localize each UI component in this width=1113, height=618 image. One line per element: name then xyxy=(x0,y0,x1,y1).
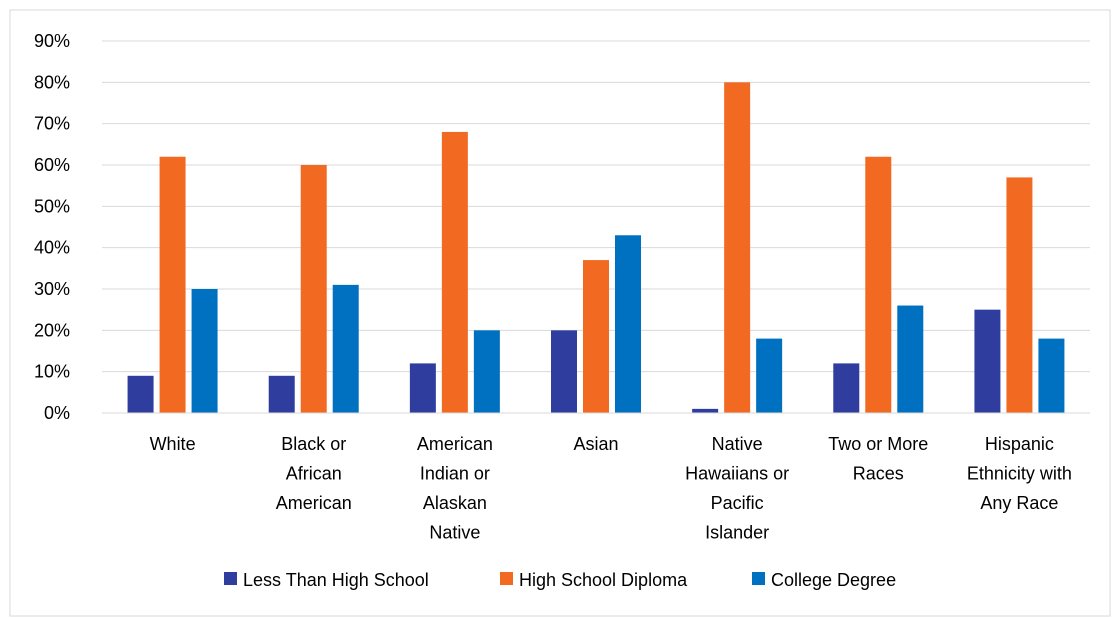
bar xyxy=(409,363,436,413)
y-tick-label: 10% xyxy=(34,362,70,382)
x-category-label-line: Two or More xyxy=(828,434,928,454)
gridlines xyxy=(102,40,1090,373)
bar xyxy=(897,305,924,413)
x-category-label-line: Indian or xyxy=(420,464,490,484)
legend-label: College Degree xyxy=(771,570,896,590)
x-category-label: Native Hawaiians or Pacific Islander xyxy=(685,434,789,543)
x-category-label-line: Pacific xyxy=(711,493,764,513)
bar xyxy=(692,408,719,413)
x-category-label: Hispanic Ethnicity with Any Race xyxy=(967,434,1072,513)
y-tick-label: 20% xyxy=(34,320,70,340)
y-tick-label: 0% xyxy=(44,403,70,423)
bar xyxy=(473,330,500,413)
bar xyxy=(191,289,218,413)
bar xyxy=(127,375,154,413)
legend-swatch xyxy=(500,572,513,585)
y-axis-tick-labels: 0% 10% 20% 30% 40% 50% 60% 70% 80% 90% xyxy=(34,31,70,423)
bar xyxy=(441,131,468,413)
x-category-label-line: American xyxy=(417,434,493,454)
bar xyxy=(615,235,641,413)
bar xyxy=(268,375,295,413)
legend-swatch xyxy=(752,572,765,585)
x-axis-category-labels: White Black or African American American Indi… xyxy=(150,434,1072,543)
legend-label: High School Diploma xyxy=(519,570,688,590)
x-category-label-line: Races xyxy=(853,464,904,484)
bar xyxy=(865,156,892,413)
x-category-label-line: Hispanic xyxy=(985,434,1054,454)
bar xyxy=(974,309,1001,413)
x-category-label: Asian xyxy=(573,434,618,454)
legend-swatch xyxy=(224,572,237,585)
y-tick-label: 60% xyxy=(34,155,70,175)
x-category-label-line: Any Race xyxy=(980,493,1058,513)
y-tick-label: 30% xyxy=(34,279,70,299)
x-category-label-line: Asian xyxy=(573,434,618,454)
x-category-label-line: African xyxy=(286,464,342,484)
bar xyxy=(300,165,327,413)
x-category-label-line: White xyxy=(150,434,196,454)
x-category-label-line: Native xyxy=(712,434,763,454)
x-category-label-line: Islander xyxy=(705,523,769,543)
bar xyxy=(1006,177,1033,413)
x-category-label: Two or More Races xyxy=(828,434,928,484)
y-tick-label: 70% xyxy=(34,114,70,134)
y-tick-label: 50% xyxy=(34,196,70,216)
x-category-label-line: Ethnicity with xyxy=(967,464,1072,484)
bar xyxy=(332,284,359,413)
bar xyxy=(159,156,186,413)
x-category-label-line: Native xyxy=(429,523,480,543)
x-category-label: White xyxy=(150,434,196,454)
bar xyxy=(551,330,577,413)
x-category-label-line: Black or xyxy=(281,434,346,454)
legend: Less Than High School High School Diploma… xyxy=(224,570,896,590)
x-category-label-line: American xyxy=(276,493,352,513)
bar xyxy=(1038,338,1065,413)
x-category-label: American Indian or Alaskan Native xyxy=(417,434,493,543)
y-tick-label: 80% xyxy=(34,72,70,92)
x-category-label-line: Hawaiians or xyxy=(685,464,789,484)
y-tick-label: 40% xyxy=(34,238,70,258)
x-category-label-line: Alaskan xyxy=(423,493,487,513)
x-category-label: Black or African American xyxy=(276,434,352,513)
bar xyxy=(583,260,609,413)
bars xyxy=(127,82,1065,413)
bar xyxy=(833,363,860,413)
y-tick-label: 90% xyxy=(34,31,70,51)
bar xyxy=(756,338,783,413)
bar xyxy=(724,82,751,413)
legend-label: Less Than High School xyxy=(243,570,429,590)
